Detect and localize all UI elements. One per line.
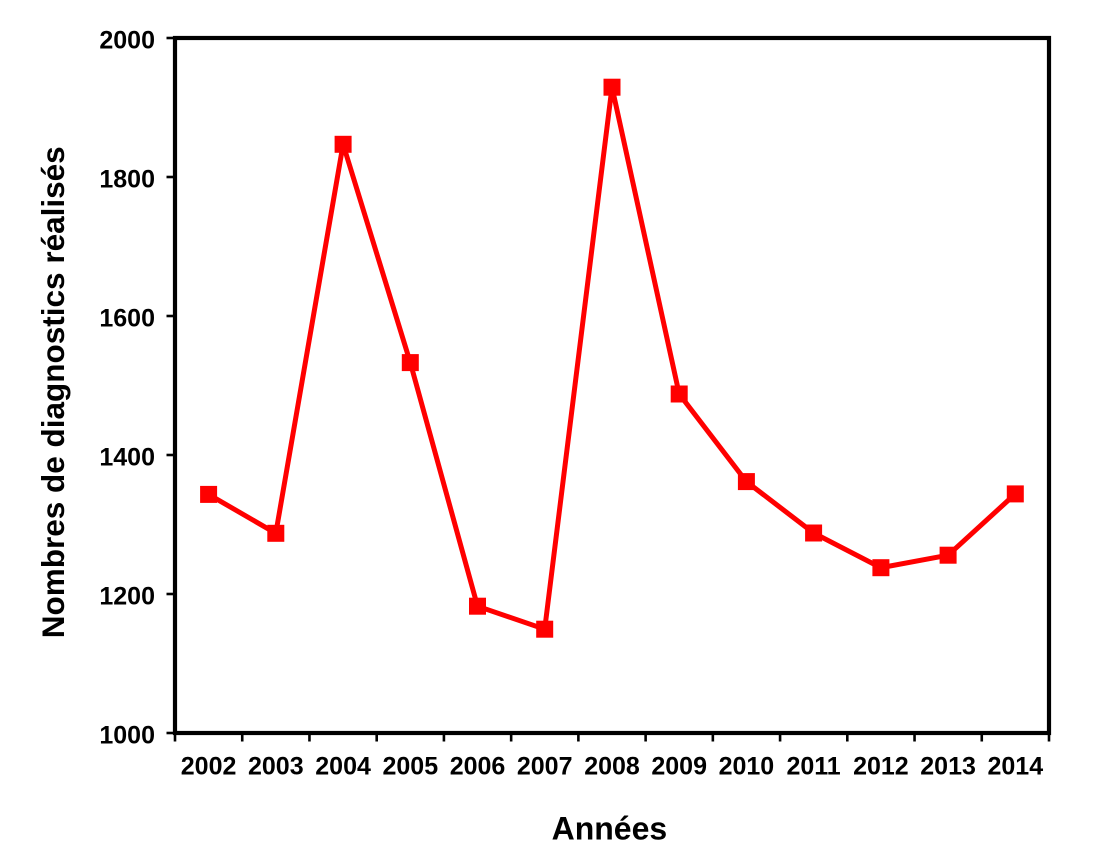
svg-text:2004: 2004 <box>315 753 371 781</box>
svg-text:2012: 2012 <box>853 753 909 781</box>
svg-text:2009: 2009 <box>651 753 707 781</box>
svg-text:2011: 2011 <box>786 753 840 781</box>
svg-text:2007: 2007 <box>517 753 573 781</box>
svg-text:1400: 1400 <box>99 443 155 471</box>
svg-text:2014: 2014 <box>987 753 1043 781</box>
svg-text:2003: 2003 <box>248 753 304 781</box>
svg-text:2010: 2010 <box>719 753 775 781</box>
svg-text:Années: Années <box>552 810 668 846</box>
svg-text:2000: 2000 <box>99 26 155 54</box>
svg-text:1600: 1600 <box>99 304 155 332</box>
svg-text:2005: 2005 <box>382 753 438 781</box>
svg-text:2008: 2008 <box>584 753 640 781</box>
svg-text:2013: 2013 <box>920 753 976 781</box>
svg-text:2006: 2006 <box>450 753 506 781</box>
svg-text:2002: 2002 <box>181 753 237 781</box>
svg-text:1200: 1200 <box>99 582 155 610</box>
svg-text:1800: 1800 <box>99 165 155 193</box>
svg-text:Nombres de diagnostics réalisé: Nombres de diagnostics réalisés <box>35 146 71 638</box>
svg-text:1000: 1000 <box>99 721 155 749</box>
